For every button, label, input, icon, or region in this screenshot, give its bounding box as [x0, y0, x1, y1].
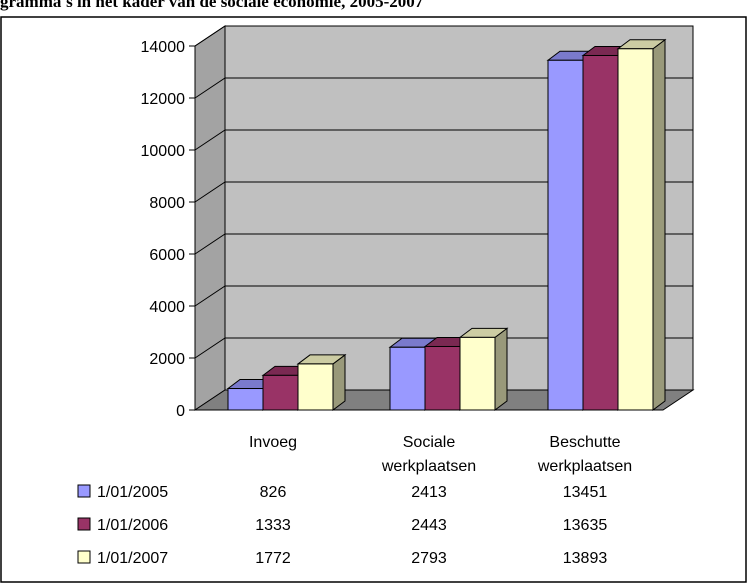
bar — [459, 336, 496, 411]
legend-label: 1/01/2005 — [97, 484, 168, 501]
bar — [227, 388, 264, 411]
x-category-label: werkplaatsen — [537, 458, 632, 475]
bar — [297, 363, 334, 411]
y-tick-label: 10000 — [141, 143, 186, 160]
plot-side-wall — [194, 25, 226, 411]
gridline — [194, 181, 693, 203]
legend-label: 1/01/2007 — [97, 550, 168, 567]
gridline — [194, 337, 693, 359]
x-category-label: Invoeg — [249, 434, 297, 451]
bar — [424, 345, 461, 411]
y-tick-label: 4000 — [149, 299, 185, 316]
gridline — [194, 129, 693, 151]
bar-side — [652, 38, 666, 411]
y-tick-label: 14000 — [141, 39, 186, 56]
data-table-value: 1333 — [255, 517, 291, 534]
figure-caption: gramma's in het kader van de sociale eco… — [0, 0, 424, 11]
bar — [389, 346, 426, 411]
bar-side — [494, 327, 508, 411]
y-tick-label: 8000 — [149, 195, 185, 212]
bar — [617, 48, 654, 411]
x-category-label: Beschutte — [549, 434, 620, 451]
data-table-value: 826 — [260, 484, 287, 501]
gridline — [194, 285, 693, 307]
data-table-value: 2413 — [411, 484, 447, 501]
bar — [547, 59, 584, 411]
y-tick-label: 12000 — [141, 91, 186, 108]
legend-swatch — [77, 484, 91, 498]
gridline — [194, 25, 693, 47]
data-table-value: 13893 — [563, 550, 608, 567]
bar — [582, 54, 619, 411]
legend-label: 1/01/2006 — [97, 517, 168, 534]
chart-frame — [0, 16, 747, 583]
data-table-value: 2793 — [411, 550, 447, 567]
y-tick-label: 2000 — [149, 351, 185, 368]
legend-swatch — [77, 550, 91, 564]
y-tick-label: 0 — [176, 403, 185, 420]
gridline — [194, 77, 693, 99]
data-table-value: 2443 — [411, 517, 447, 534]
x-category-label: werkplaatsen — [381, 458, 476, 475]
y-tick-label: 6000 — [149, 247, 185, 264]
data-table-value: 13451 — [563, 484, 608, 501]
bar — [262, 374, 299, 411]
data-table-value: 13635 — [563, 517, 608, 534]
gridline — [194, 233, 693, 255]
x-category-label: Sociale — [403, 434, 456, 451]
data-table-value: 1772 — [255, 550, 291, 567]
legend-swatch — [77, 517, 91, 531]
